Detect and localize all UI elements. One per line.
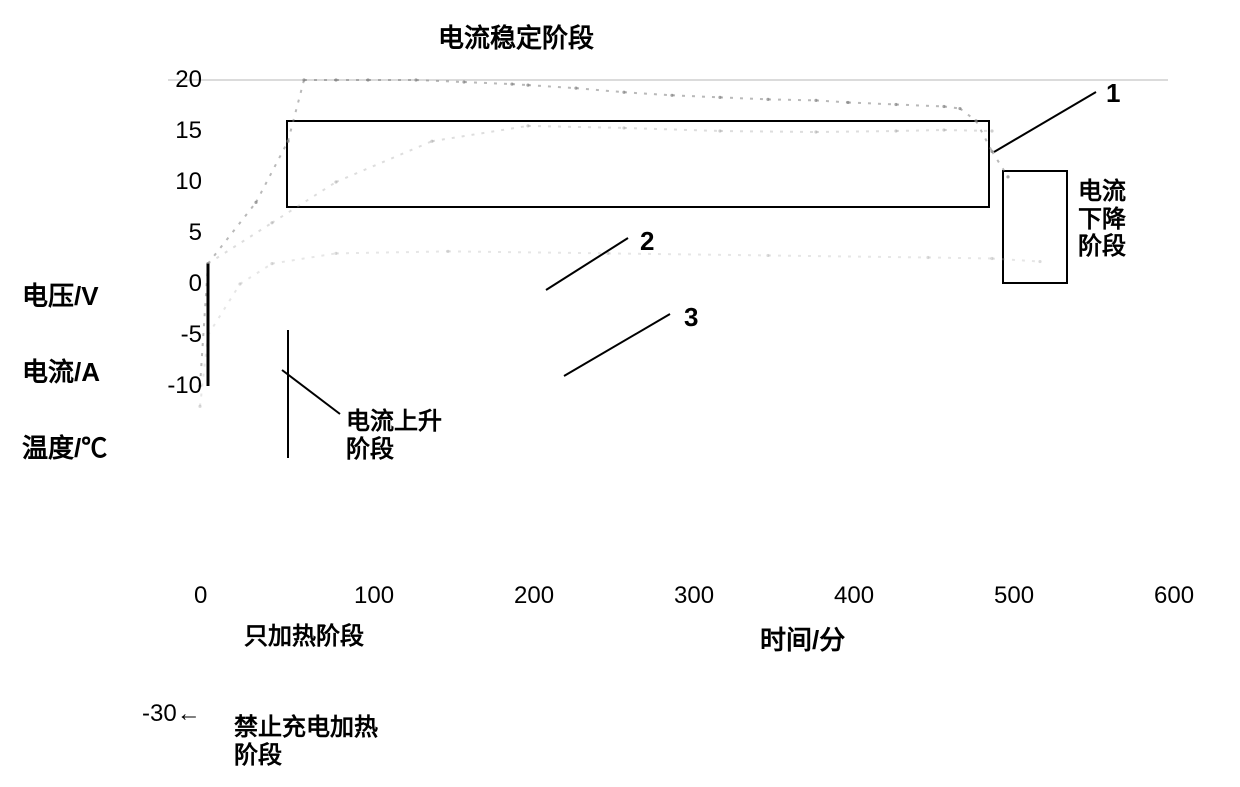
y-tick-label: -5	[181, 321, 202, 349]
y-tick-label: 5	[189, 219, 202, 247]
x-axis-label: 时间/分	[760, 620, 845, 657]
y-tick-label: 20	[175, 66, 202, 94]
y-tick-label: -10	[167, 372, 202, 400]
vertical-cursor-line	[287, 330, 289, 458]
y-label-voltage: 电压/V	[22, 276, 99, 313]
x-tick-label: 400	[834, 582, 874, 610]
label-heat-only-phase: 只加热阶段	[244, 616, 364, 651]
label-current-fall-phase: 电流下降阶段	[1078, 178, 1126, 261]
callout-label-1: 1	[1106, 78, 1120, 109]
y-tick-label: 15	[175, 117, 202, 145]
label-no-charge-heat-phase: 禁止充电加热阶段	[234, 714, 378, 769]
callout-label-3: 3	[684, 302, 698, 333]
y-label-current: 电流/A	[22, 352, 100, 389]
region-box-stable-phase	[286, 120, 990, 208]
y-tick-minus30-arrow: -30←	[142, 700, 201, 728]
x-tick-label: 100	[354, 582, 394, 610]
y-tick-label: 0	[189, 270, 202, 298]
x-tick-label: 500	[994, 582, 1034, 610]
region-box-fall-phase	[1002, 170, 1068, 284]
label-current-rise-phase: 电流上升阶段	[346, 408, 442, 463]
x-tick-label: 600	[1154, 582, 1194, 610]
x-tick-label: 200	[514, 582, 554, 610]
callout-label-2: 2	[640, 226, 654, 257]
x-tick-label: 0	[194, 582, 207, 610]
y-tick-label: 10	[175, 168, 202, 196]
x-tick-label: 300	[674, 582, 714, 610]
y-label-temperature: 温度/℃	[22, 428, 107, 465]
title-stable-current-phase: 电流稳定阶段	[438, 18, 594, 55]
